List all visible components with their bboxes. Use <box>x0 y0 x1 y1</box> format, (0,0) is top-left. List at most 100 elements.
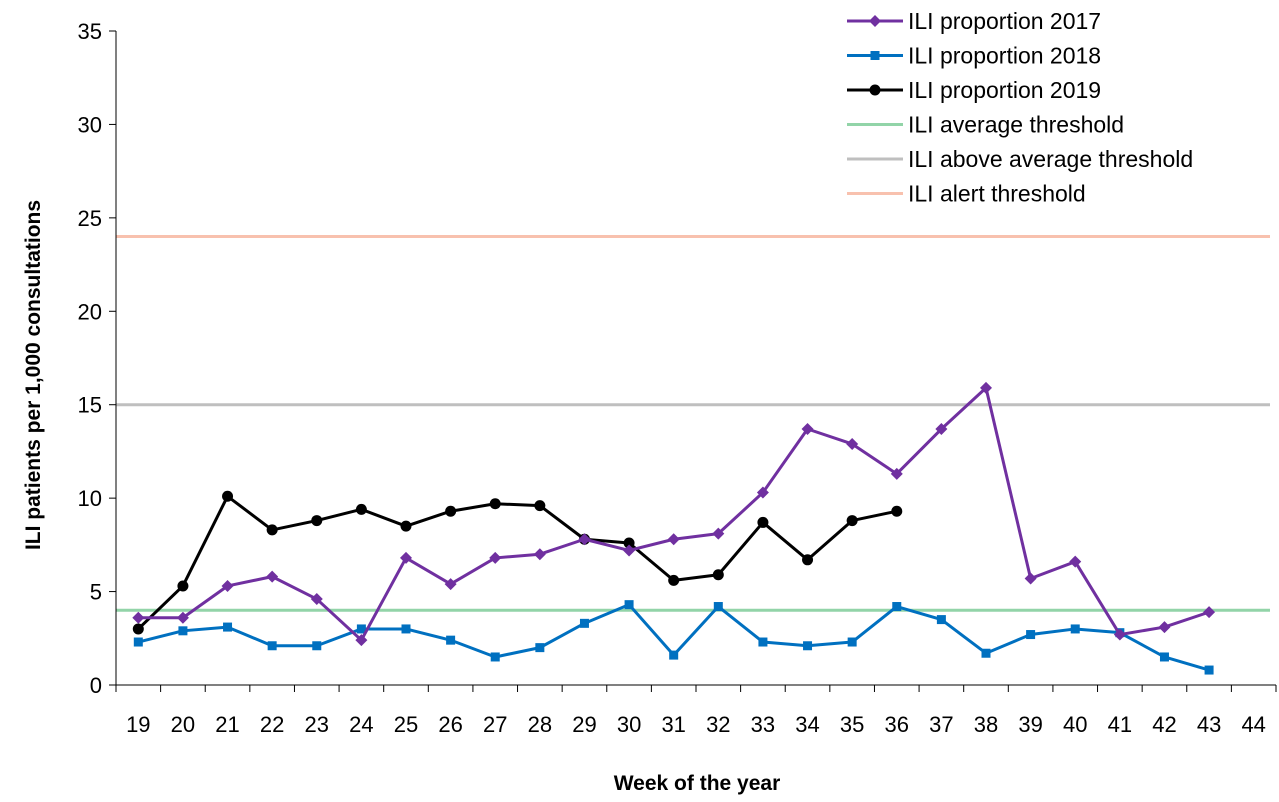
data-point-1 <box>446 635 456 645</box>
data-point-2 <box>132 623 144 635</box>
x-tick-label: 30 <box>617 712 641 737</box>
legend-entry-1: ILI proportion 2018 <box>847 43 1101 69</box>
data-point-1 <box>133 637 143 647</box>
data-point-0 <box>1024 572 1037 585</box>
x-tick-label: 39 <box>1018 712 1042 737</box>
data-point-0 <box>400 551 412 564</box>
data-point-0 <box>846 437 859 450</box>
x-tick-label: 40 <box>1063 712 1087 737</box>
legend-marker-2 <box>869 84 881 96</box>
data-point-2 <box>311 515 323 527</box>
series-line-0 <box>138 386 1210 642</box>
data-point-2 <box>891 505 903 517</box>
x-tick-label: 19 <box>126 712 150 737</box>
threshold-lines <box>116 235 1270 612</box>
data-point-1 <box>401 624 411 634</box>
data-point-1 <box>847 637 857 647</box>
x-tick-label: 43 <box>1197 712 1221 737</box>
y-tick-labels: 0 5 10 15 20 25 30 35 <box>78 19 102 698</box>
series-2 <box>132 490 903 635</box>
x-tick-label: 37 <box>929 712 953 737</box>
data-point-0 <box>623 544 636 557</box>
y-tick-label: 30 <box>78 112 102 137</box>
legend-entry-4: ILI above average threshold <box>847 146 1193 172</box>
data-point-2 <box>668 574 680 586</box>
data-point-0 <box>1069 555 1082 568</box>
legend: ILI proportion 2017 ILI proportion 2018 IL… <box>847 8 1193 207</box>
x-tick-label: 29 <box>572 712 596 737</box>
data-point-0 <box>355 634 368 647</box>
data-point-1 <box>803 641 813 651</box>
data-point-0 <box>310 593 323 606</box>
x-tick-label: 23 <box>305 712 329 737</box>
y-tick-label: 25 <box>78 206 102 231</box>
data-point-1 <box>223 622 233 632</box>
series-line-1 <box>137 603 1210 672</box>
data-point-1 <box>178 626 188 636</box>
x-tick-label: 26 <box>438 712 462 737</box>
data-point-0 <box>1203 606 1216 619</box>
x-tick-label: 24 <box>349 712 373 737</box>
legend-label-2: ILI proportion 2019 <box>908 77 1101 103</box>
data-point-1 <box>758 637 768 647</box>
data-point-0 <box>444 578 457 591</box>
data-point-1 <box>535 643 545 653</box>
data-point-1 <box>356 624 366 634</box>
y-axis-title: ILI patients per 1,000 consultations <box>22 200 45 550</box>
data-point-2 <box>222 490 234 502</box>
data-point-0 <box>266 570 279 583</box>
data-point-1 <box>981 648 991 658</box>
data-point-1 <box>579 618 589 628</box>
data-point-1 <box>1159 652 1169 662</box>
series-1 <box>133 600 1214 675</box>
legend-entry-0: ILI proportion 2017 <box>847 8 1101 34</box>
data-point-0 <box>578 533 591 546</box>
x-tick-label: 21 <box>215 712 239 737</box>
series-0 <box>132 381 1216 647</box>
y-tick-label: 5 <box>90 580 102 605</box>
legend-marker-0 <box>869 15 881 27</box>
data-point-0 <box>176 611 189 624</box>
legend-entry-2: ILI proportion 2019 <box>847 77 1101 103</box>
data-point-0 <box>712 527 725 540</box>
y-tick-label: 15 <box>78 393 102 418</box>
data-point-1 <box>267 641 277 651</box>
legend-label-1: ILI proportion 2018 <box>908 43 1101 69</box>
data-point-2 <box>489 498 501 510</box>
x-tick-label: 38 <box>974 712 998 737</box>
x-tick-label: 27 <box>483 712 507 737</box>
data-point-2 <box>266 524 278 536</box>
data-point-0 <box>489 551 502 564</box>
data-point-0 <box>533 548 546 561</box>
legend-label-0: ILI proportion 2017 <box>908 8 1101 34</box>
data-point-0 <box>1113 628 1126 641</box>
data-point-1 <box>490 652 500 662</box>
x-tick-label: 41 <box>1108 712 1132 737</box>
x-tick-labels: 19 20 21 22 23 24 25 26 27 28 29 30 31 32 33 34 35 36 37 38… <box>126 712 1266 737</box>
data-point-1 <box>713 602 723 612</box>
data-point-0 <box>756 486 769 499</box>
data-point-2 <box>846 515 858 527</box>
data-point-1 <box>669 650 679 660</box>
data-point-2 <box>534 500 546 512</box>
x-tick-label: 32 <box>706 712 730 737</box>
data-point-2 <box>712 569 724 581</box>
data-point-0 <box>221 579 234 592</box>
data-point-2 <box>757 516 769 528</box>
x-tick-label: 22 <box>260 712 284 737</box>
legend-label-4: ILI above average threshold <box>908 146 1193 172</box>
x-tick-label: 20 <box>171 712 195 737</box>
data-point-1 <box>624 600 634 610</box>
series-line-2 <box>137 494 898 631</box>
data-point-0 <box>980 381 992 394</box>
y-tick-label: 10 <box>78 486 102 511</box>
data-point-2 <box>802 554 814 566</box>
x-tick-label: 34 <box>795 712 819 737</box>
data-point-0 <box>132 611 145 624</box>
data-point-0 <box>890 467 903 480</box>
data-point-1 <box>312 641 322 651</box>
data-series <box>132 381 1216 675</box>
data-point-1 <box>1026 630 1036 640</box>
x-tick-label: 31 <box>661 712 685 737</box>
x-tick-label: 44 <box>1241 712 1265 737</box>
